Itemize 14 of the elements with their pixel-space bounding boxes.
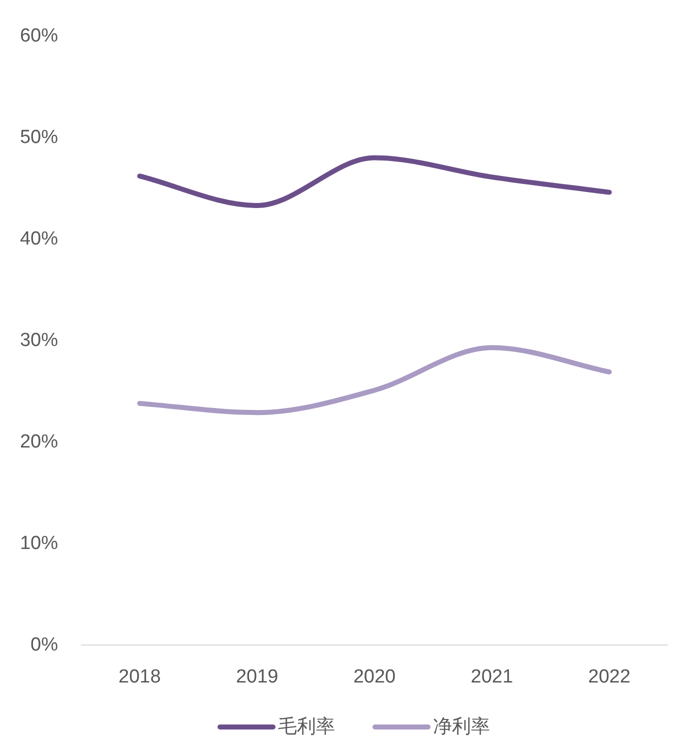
x-tick-label: 2021 xyxy=(470,666,514,688)
y-tick-label: 60% xyxy=(20,26,58,46)
x-tick-label: 2019 xyxy=(236,666,278,688)
y-tick-label: 0% xyxy=(30,634,58,656)
x-tick-label: 2020 xyxy=(353,666,396,688)
legend-label: 毛利率 xyxy=(278,716,335,738)
legend-label: 净利率 xyxy=(433,716,490,738)
y-tick-label: 20% xyxy=(20,432,58,452)
y-tick-label: 10% xyxy=(20,533,58,554)
x-tick-label: 2018 xyxy=(118,666,161,688)
y-tick-label: 40% xyxy=(20,228,58,250)
y-tick-label: 30% xyxy=(20,330,58,351)
x-tick-label: 2022 xyxy=(588,666,630,688)
y-tick-label: 50% xyxy=(20,127,58,148)
